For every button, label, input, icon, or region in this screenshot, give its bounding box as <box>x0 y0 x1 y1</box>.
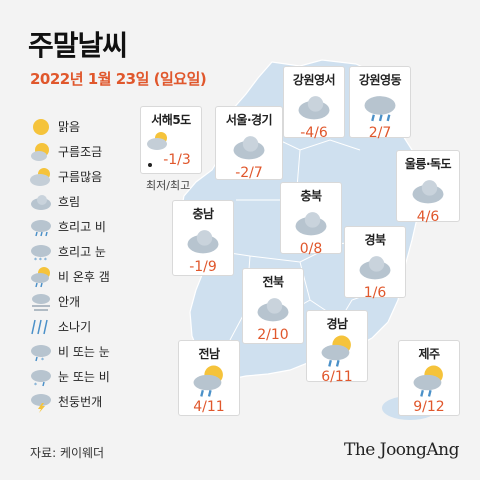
cloud-icon <box>359 256 391 280</box>
legend-item: 흐림 <box>30 189 160 214</box>
legend-item: 맑음 <box>30 114 160 139</box>
forecast-date: 2022년 1월 23일 (일요일) <box>30 70 207 88</box>
region-card-gyeongnam: 경남 6/11 <box>306 310 368 385</box>
publisher-logo: The JoongAng <box>344 440 459 460</box>
legend-label: 안개 <box>58 295 81 309</box>
cloud-icon <box>233 136 265 160</box>
legend-item: 천둥번개 <box>30 389 160 414</box>
cloud-icon <box>412 180 444 204</box>
legend-label: 맑음 <box>58 120 81 134</box>
page-title: 주말날씨 <box>28 29 128 62</box>
region-temp: 4/11 <box>193 399 225 415</box>
rain-then-clear-icon <box>321 335 351 367</box>
svg-text:*: * <box>34 382 37 388</box>
svg-text:*: * <box>41 357 44 363</box>
region-temp: -4/6 <box>300 125 328 141</box>
legend-label: 소나기 <box>58 320 92 334</box>
region-name: 서해5도 <box>151 113 191 127</box>
region-name: 전북 <box>262 275 284 289</box>
rain-then-clear-icon <box>31 266 50 287</box>
snow-or-rain-icon: * <box>31 369 51 388</box>
legend-item: * * * 흐리고 눈 <box>30 239 160 264</box>
region-temp: 6/11 <box>321 369 353 385</box>
region-temp: 9/12 <box>413 399 445 415</box>
sun-cloud-small-icon <box>31 142 49 161</box>
region-temp: 2/7 <box>368 125 392 141</box>
region-temp: 0/8 <box>299 241 323 257</box>
region-name: 제주 <box>418 347 440 361</box>
cloud-snow-icon: * * * <box>31 244 51 263</box>
region-card-jeonbuk: 전북 2/10 <box>242 268 304 344</box>
region-name: 충북 <box>300 189 322 203</box>
legend-item: 비 온후 갬 <box>30 264 160 289</box>
region-name: 울릉·독도 <box>404 157 452 171</box>
region-temp: 2/10 <box>257 327 289 343</box>
region-temp: 1/6 <box>363 285 387 301</box>
thunder-icon <box>31 393 51 413</box>
region-temp: 4/6 <box>416 209 440 225</box>
region-name: 경북 <box>364 233 386 247</box>
rain-then-clear-icon <box>193 365 223 397</box>
region-card-seoul-gyeonggi: 서울·경기 -2/7 <box>215 106 283 181</box>
legend-item: 소나기 <box>30 314 160 339</box>
region-card-gyeongbuk: 경북 1/6 <box>344 226 406 301</box>
region-name: 전남 <box>198 347 220 361</box>
region-card-gangwon-yeongseo: 강원영서 -4/6 <box>283 66 345 141</box>
cloud-icon <box>295 212 327 236</box>
cloud-icon <box>187 230 219 254</box>
region-card-seohae5do: 서해5도 -1/3 <box>140 106 202 174</box>
legend-label: 비 또는 눈 <box>58 345 110 359</box>
cloud-icon <box>298 96 330 120</box>
legend-item: * 비 또는 눈 <box>30 339 160 364</box>
cloud-icon <box>257 298 289 322</box>
legend-label: 천둥번개 <box>58 395 103 409</box>
legend-label: 흐림 <box>58 195 81 209</box>
region-name: 경남 <box>326 317 348 331</box>
rain-then-clear-icon <box>413 365 443 397</box>
region-card-ulleung-dokdo: 울릉·독도 4/6 <box>396 150 460 225</box>
svg-text:* * *: * * * <box>34 257 47 263</box>
region-card-chungbuk: 충북 0/8 <box>280 182 342 257</box>
cloud-rain-icon <box>31 219 51 236</box>
legend-label: 비 온후 갬 <box>58 270 110 284</box>
region-card-jeonnam: 전남 4/11 <box>178 340 240 416</box>
sun-cloud-large-icon <box>30 167 50 186</box>
legend-item: 안개 <box>30 289 160 314</box>
legend-item: 구름많음 <box>30 164 160 189</box>
rain-or-snow-icon: * <box>31 344 51 363</box>
legend-label: 흐리고 비 <box>58 220 106 234</box>
sun-icon <box>33 118 49 135</box>
region-name: 서울·경기 <box>225 113 273 127</box>
legend-item: * 눈 또는 비 <box>30 364 160 389</box>
data-source: 자료: 케이웨더 <box>30 446 105 460</box>
cloud-icon <box>31 194 51 210</box>
region-name: 강원영서 <box>292 73 336 87</box>
region-temp: -2/7 <box>235 165 263 181</box>
region-name: 충남 <box>192 207 214 221</box>
minmax-note: 최저/최고 <box>146 179 191 192</box>
legend-label: 눈 또는 비 <box>58 370 110 384</box>
sun-cloud-large-icon <box>147 132 167 150</box>
seohae-marker <box>148 163 152 167</box>
region-card-chungnam: 충남 -1/9 <box>172 200 234 276</box>
region-card-gangwon-yeongdong: 강원영동 2/7 <box>349 66 411 141</box>
legend-item: 구름조금 <box>30 139 160 164</box>
region-temp: -1/9 <box>189 259 217 275</box>
region-name: 강원영동 <box>358 73 402 87</box>
cloud-rain-icon <box>364 96 396 122</box>
fog-icon <box>32 293 50 311</box>
legend-label: 흐리고 눈 <box>58 245 106 259</box>
region-temp: -1/3 <box>163 152 191 168</box>
shower-icon <box>31 319 48 334</box>
legend-label: 구름많음 <box>58 170 103 184</box>
region-card-jeju: 제주 9/12 <box>398 340 460 416</box>
legend-label: 구름조금 <box>58 145 103 159</box>
legend-item: 흐리고 비 <box>30 214 160 239</box>
